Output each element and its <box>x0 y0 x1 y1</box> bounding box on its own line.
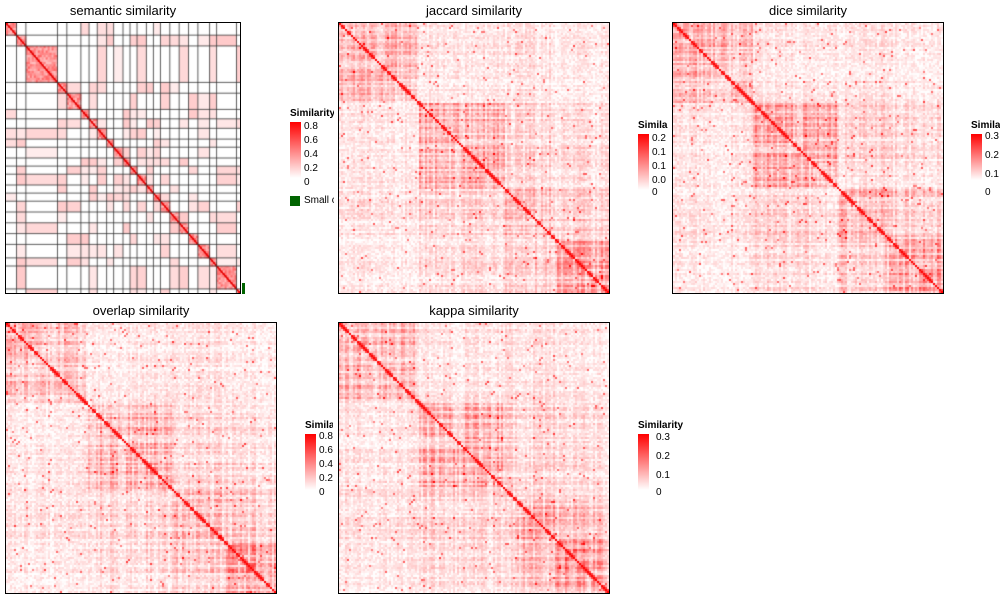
small-clusters-bar <box>242 283 245 294</box>
legend-tick: 0.6 <box>319 445 333 456</box>
legend-title: Similarity <box>305 420 333 431</box>
legend-tick: 0.8 <box>304 121 318 132</box>
panel-title: kappa similarity <box>429 303 519 318</box>
legend-tick: 0.2 <box>985 150 999 161</box>
legend-colorbar <box>290 122 301 178</box>
legend-tick: 0.1 <box>652 161 666 172</box>
panel-title: semantic similarity <box>69 3 177 18</box>
legend-colorbar <box>971 134 982 180</box>
heatmap-kappa <box>338 322 610 594</box>
legend-tick: 0.6 <box>304 135 318 146</box>
legend-tick: 0 <box>656 487 662 498</box>
legend-title: Similarity <box>290 108 334 119</box>
legend-tick: 0.2 <box>656 451 670 462</box>
legend-tick: 0.4 <box>304 149 318 160</box>
legend-colorbar <box>638 134 649 190</box>
legend-title: Similarity <box>971 120 1000 131</box>
heatmap-jaccard <box>338 22 610 294</box>
legend-small-clusters-label: Small clusters <box>304 195 334 206</box>
panel-title: jaccard similarity <box>425 3 523 18</box>
heatmap-canvas <box>673 23 943 293</box>
heatmap-semantic <box>5 22 241 294</box>
legend-tick: 0.3 <box>985 131 999 142</box>
heatmap-canvas <box>339 23 609 293</box>
legend-tick: 0.3 <box>656 432 670 443</box>
legend-tick: 0 <box>319 487 325 498</box>
heatmap-canvas <box>6 23 240 293</box>
panel-title: overlap similarity <box>92 303 190 318</box>
heatmap-dice <box>672 22 944 294</box>
legend-small-clusters-swatch <box>290 196 300 206</box>
legend-tick: 0 <box>985 187 991 198</box>
legend-title: Similarity <box>638 120 668 131</box>
legend-tick: 0.2 <box>304 163 318 174</box>
legend-tick: 0.1 <box>652 147 666 158</box>
legend-tick: 0.2 <box>652 133 666 144</box>
heatmap-overlap <box>5 322 277 594</box>
legend-tick: 0.0 <box>652 175 666 186</box>
heatmap-canvas <box>6 323 276 593</box>
legend-tick: 0.1 <box>985 169 999 180</box>
legend-colorbar <box>305 434 316 490</box>
legend-tick: 0 <box>304 177 310 188</box>
legend-tick: 0.2 <box>319 473 333 484</box>
legend-tick: 0.8 <box>319 431 333 442</box>
legend-tick: 0 <box>652 187 658 198</box>
legend-title: Similarity <box>638 420 684 431</box>
panel-title: dice similarity <box>768 3 847 18</box>
legend-tick: 0.1 <box>656 470 670 481</box>
heatmap-canvas <box>339 323 609 593</box>
legend-tick: 0.4 <box>319 459 333 470</box>
legend-colorbar <box>638 434 649 490</box>
